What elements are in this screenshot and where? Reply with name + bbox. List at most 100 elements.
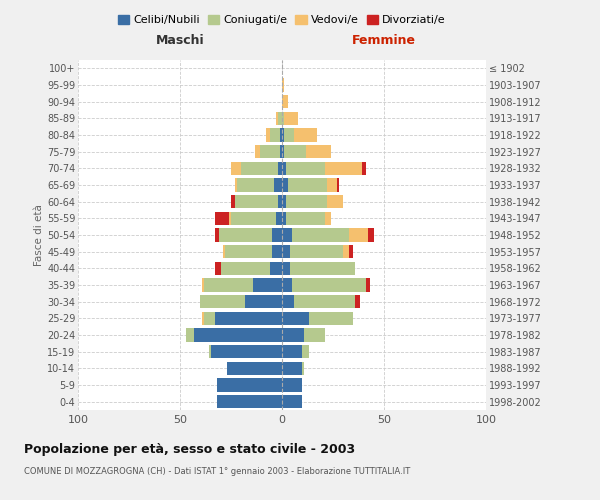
Bar — [290, 245, 343, 258]
Bar — [272, 245, 282, 258]
Bar — [284, 128, 294, 141]
Bar — [290, 262, 355, 275]
Bar — [355, 295, 359, 308]
Bar — [282, 295, 294, 308]
Bar — [282, 312, 308, 325]
Bar — [215, 228, 219, 241]
Bar — [282, 362, 302, 375]
Bar — [276, 212, 282, 225]
Bar — [217, 395, 282, 408]
Bar — [223, 245, 225, 258]
Bar — [282, 328, 304, 342]
Bar — [215, 262, 221, 275]
Bar — [282, 128, 284, 141]
Bar — [229, 212, 231, 225]
Text: COMUNE DI MOZZAGROGNA (CH) - Dati ISTAT 1° gennaio 2003 - Elaborazione TUTTITALI: COMUNE DI MOZZAGROGNA (CH) - Dati ISTAT … — [24, 468, 410, 476]
Bar — [270, 128, 280, 141]
Bar — [278, 112, 282, 125]
Bar — [278, 162, 282, 175]
Bar — [282, 178, 288, 192]
Bar — [337, 178, 339, 192]
Bar — [225, 245, 272, 258]
Bar — [235, 178, 237, 192]
Bar — [292, 228, 349, 241]
Bar — [282, 245, 290, 258]
Bar — [302, 345, 308, 358]
Bar — [284, 145, 307, 158]
Bar — [349, 228, 368, 241]
Bar — [215, 312, 282, 325]
Bar — [241, 162, 278, 175]
Text: Maschi: Maschi — [155, 34, 205, 46]
Bar — [245, 295, 282, 308]
Bar — [343, 245, 349, 258]
Bar — [282, 78, 284, 92]
Y-axis label: Fasce di età: Fasce di età — [34, 204, 44, 266]
Bar — [282, 195, 286, 208]
Bar — [221, 262, 270, 275]
Bar — [256, 145, 260, 158]
Bar — [368, 228, 374, 241]
Bar — [308, 312, 353, 325]
Bar — [276, 112, 278, 125]
Bar — [205, 312, 215, 325]
Bar — [200, 295, 245, 308]
Bar — [280, 128, 282, 141]
Bar — [365, 278, 370, 291]
Bar — [304, 328, 325, 342]
Bar — [282, 395, 302, 408]
Bar — [209, 345, 211, 358]
Bar — [231, 212, 276, 225]
Bar — [215, 212, 229, 225]
Bar — [362, 162, 365, 175]
Bar — [186, 328, 194, 342]
Bar — [286, 195, 327, 208]
Bar — [282, 278, 292, 291]
Text: Popolazione per età, sesso e stato civile - 2003: Popolazione per età, sesso e stato civil… — [24, 442, 355, 456]
Bar — [272, 228, 282, 241]
Bar — [211, 345, 282, 358]
Bar — [294, 128, 317, 141]
Bar — [219, 228, 272, 241]
Bar — [270, 262, 282, 275]
Bar — [237, 178, 274, 192]
Bar — [307, 145, 331, 158]
Bar — [327, 195, 343, 208]
Bar — [327, 178, 337, 192]
Bar — [202, 278, 205, 291]
Legend: Celibi/Nubili, Coniugati/e, Vedovi/e, Divorziati/e: Celibi/Nubili, Coniugati/e, Vedovi/e, Di… — [114, 10, 450, 30]
Bar — [205, 278, 253, 291]
Bar — [227, 362, 282, 375]
Bar — [235, 195, 278, 208]
Bar — [284, 112, 298, 125]
Bar — [325, 162, 362, 175]
Bar — [282, 145, 284, 158]
Bar — [282, 162, 286, 175]
Bar — [286, 162, 325, 175]
Bar — [231, 162, 241, 175]
Bar — [292, 278, 365, 291]
Bar — [260, 145, 280, 158]
Bar — [202, 312, 205, 325]
Bar — [266, 128, 270, 141]
Bar — [282, 345, 302, 358]
Bar — [282, 112, 284, 125]
Bar — [282, 378, 302, 392]
Bar — [282, 95, 288, 108]
Bar — [217, 378, 282, 392]
Bar — [278, 195, 282, 208]
Bar — [286, 212, 325, 225]
Bar — [231, 195, 235, 208]
Text: Femmine: Femmine — [352, 34, 416, 46]
Bar — [302, 362, 304, 375]
Bar — [280, 145, 282, 158]
Bar — [194, 328, 282, 342]
Bar — [282, 228, 292, 241]
Bar — [288, 178, 327, 192]
Bar — [294, 295, 355, 308]
Bar — [349, 245, 353, 258]
Bar — [325, 212, 331, 225]
Bar — [282, 212, 286, 225]
Bar — [282, 262, 290, 275]
Bar — [274, 178, 282, 192]
